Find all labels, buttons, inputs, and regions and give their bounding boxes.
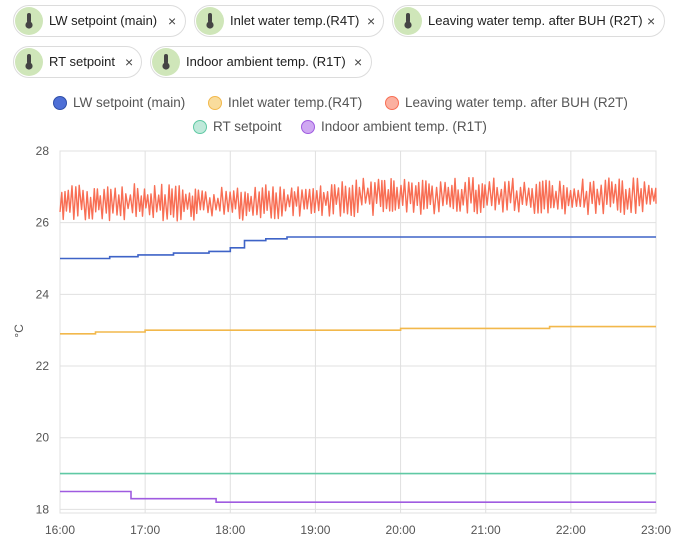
- thermometer-icon: [152, 48, 180, 76]
- axis-labels: 16:00 17:00 18:00 19:00 20:00 21:00 22:00 23:00…: [12, 144, 671, 537]
- chip-label: Indoor ambient temp. (R1T): [186, 54, 346, 69]
- close-icon[interactable]: ×: [168, 13, 177, 29]
- chip-label: Inlet water temp.(R4T): [230, 13, 360, 28]
- chip-label: RT setpoint: [49, 54, 116, 69]
- close-icon[interactable]: ×: [354, 54, 363, 70]
- grid: [59, 150, 657, 514]
- x-tick-label: 18:00: [215, 523, 245, 537]
- y-axis-label: °C: [12, 324, 26, 338]
- legend-label: Inlet water temp.(R4T): [228, 95, 363, 110]
- series-line: [59, 177, 657, 222]
- series-line: [60, 490, 656, 503]
- legend-swatch: [193, 120, 207, 134]
- close-icon[interactable]: ×: [647, 13, 656, 29]
- legend-label: RT setpoint: [213, 119, 282, 134]
- legend-swatch: [53, 96, 67, 110]
- thermometer-icon: [394, 7, 422, 35]
- thermometer-icon: [15, 7, 43, 35]
- thermometer-icon: [196, 7, 224, 35]
- legend-swatch: [301, 120, 315, 134]
- x-tick-label: 23:00: [641, 523, 671, 537]
- y-tick-label: 18: [36, 502, 50, 516]
- x-tick-label: 19:00: [300, 523, 330, 537]
- chip-lw-setpoint[interactable]: LW setpoint (main) ×: [13, 5, 186, 37]
- series-layer: [59, 177, 657, 503]
- x-tick-label: 20:00: [386, 523, 416, 537]
- y-tick-label: 20: [36, 431, 50, 445]
- chip-inlet-water[interactable]: Inlet water temp.(R4T) ×: [194, 5, 384, 37]
- x-tick-label: 17:00: [130, 523, 160, 537]
- thermometer-icon: [15, 48, 43, 76]
- close-icon[interactable]: ×: [125, 54, 134, 70]
- close-icon[interactable]: ×: [367, 13, 376, 29]
- y-tick-label: 28: [36, 144, 50, 158]
- chip-indoor-ambient[interactable]: Indoor ambient temp. (R1T) ×: [150, 46, 372, 78]
- y-tick-label: 24: [36, 287, 50, 301]
- x-tick-label: 22:00: [556, 523, 586, 537]
- series-line: [60, 325, 656, 335]
- y-tick-label: 22: [36, 359, 50, 373]
- legend-label: LW setpoint (main): [73, 95, 186, 110]
- legend-label: Leaving water temp. after BUH (R2T): [405, 95, 628, 110]
- chip-label: Leaving water temp. after BUH (R2T): [428, 13, 643, 28]
- legend-label: Indoor ambient temp. (R1T): [321, 119, 487, 134]
- x-tick-label: 16:00: [45, 523, 75, 537]
- series-line: [60, 236, 656, 260]
- legend-swatch: [208, 96, 222, 110]
- y-tick-label: 26: [36, 216, 50, 230]
- x-tick-label: 21:00: [471, 523, 501, 537]
- chip-label: LW setpoint (main): [49, 13, 158, 28]
- chip-rt-setpoint[interactable]: RT setpoint ×: [13, 46, 142, 78]
- legend-swatch: [385, 96, 399, 110]
- chip-leaving-water[interactable]: Leaving water temp. after BUH (R2T) ×: [392, 5, 665, 37]
